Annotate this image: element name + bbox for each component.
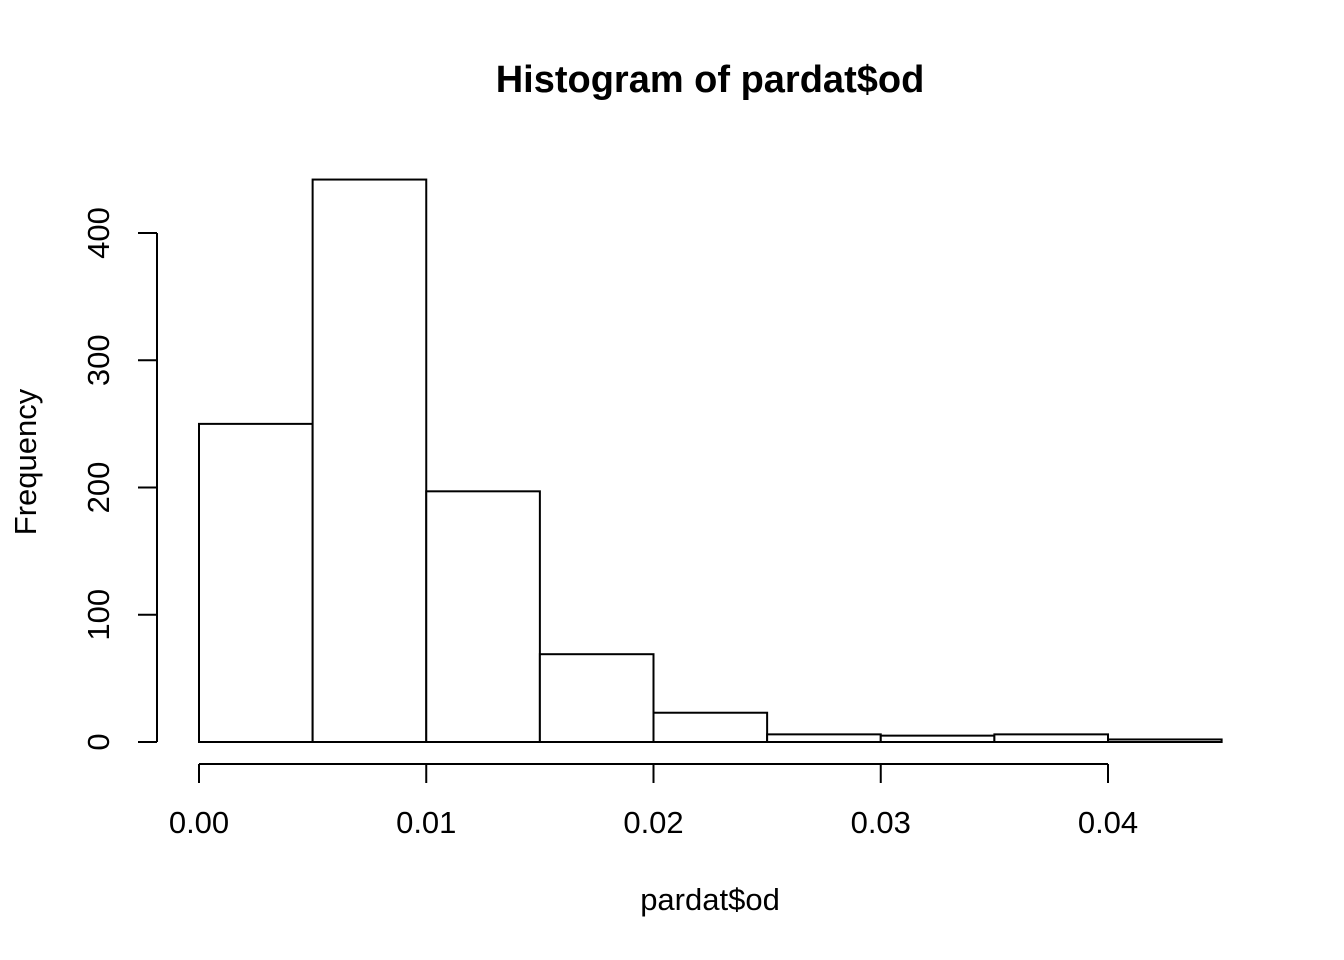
- chart-title: Histogram of pardat$od: [496, 59, 925, 101]
- histogram-bar-3: [538, 653, 655, 744]
- x-tick-label-4: 0.04: [1078, 805, 1138, 840]
- histogram-bar-1: [311, 178, 428, 743]
- y-tick-label-4: 400: [81, 207, 116, 259]
- x-axis: 0.00 0.01 0.02 0.03 0.04: [169, 763, 1138, 840]
- histogram-bars: [198, 178, 1223, 744]
- histogram-bar-5: [766, 733, 882, 743]
- y-tick-label-3: 300: [81, 334, 116, 386]
- y-tick-label-2: 200: [81, 462, 116, 514]
- histogram-bar-6: [879, 734, 996, 744]
- x-tick-label-0: 0.00: [169, 805, 229, 840]
- x-tick-label-3: 0.03: [851, 805, 911, 840]
- y-tick-label-0: 0: [81, 733, 116, 750]
- x-tick-label-1: 0.01: [396, 805, 456, 840]
- histogram-bar-0: [198, 422, 314, 743]
- histogram-bar-8: [1107, 738, 1223, 744]
- y-tick-label-1: 100: [81, 589, 116, 641]
- x-axis-label: pardat$od: [640, 882, 780, 917]
- histogram-bar-4: [652, 711, 769, 743]
- histogram-bar-7: [993, 733, 1109, 743]
- y-axis-label: Frequency: [8, 388, 43, 535]
- y-axis: 0 100 200 300 400: [81, 207, 158, 751]
- histogram-bar-2: [425, 490, 541, 743]
- x-tick-label-2: 0.02: [623, 805, 683, 840]
